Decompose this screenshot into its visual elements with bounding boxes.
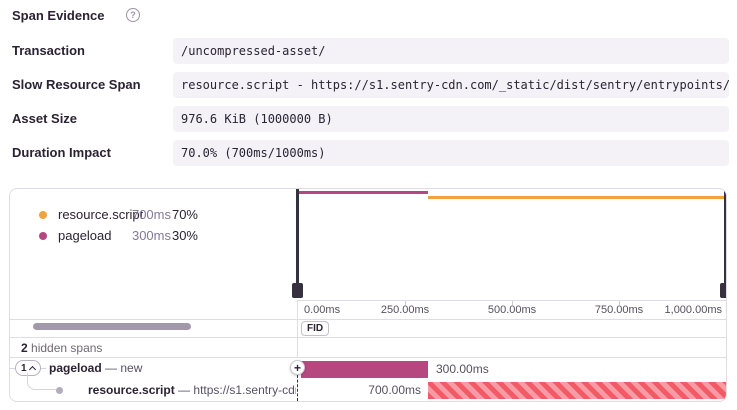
- field-value-duration-impact: 70.0% (700ms/1000ms): [173, 140, 729, 166]
- span-row-pageload[interactable]: pageload — new: [49, 361, 143, 375]
- hidden-spans-row: 2 hidden spans: [10, 337, 726, 358]
- axis-tick-mark: [512, 301, 513, 305]
- span-duration-pageload: 300.00ms: [436, 362, 489, 376]
- axis-tick-label: 0.00ms: [304, 304, 341, 316]
- time-axis: 0.00ms 250.00ms 500.00ms 750.00ms 1,000.…: [297, 300, 726, 319]
- legend-duration: 300ms: [131, 228, 171, 243]
- children-count: 1: [21, 362, 27, 374]
- minimap-right-handle-line[interactable]: [724, 189, 726, 298]
- legend-name: resource.script: [58, 207, 144, 222]
- field-label-transaction: Transaction: [12, 43, 85, 58]
- divider-line: [10, 319, 726, 320]
- axis-tick-label: 500.00ms: [487, 304, 537, 316]
- crosshair-divider-handle[interactable]: +: [290, 360, 305, 375]
- minimap-resource-segment: [428, 196, 726, 199]
- tree-connector-line: [27, 373, 57, 390]
- span-row-resource-script[interactable]: resource.script — https://s1.sentry-cdn.…: [88, 383, 296, 397]
- minimap-pageload-segment: [299, 191, 428, 194]
- help-icon[interactable]: ?: [126, 8, 140, 22]
- connector-line: [10, 368, 15, 369]
- legend-percent: 70%: [171, 207, 198, 222]
- span-op: pageload: [49, 361, 102, 375]
- field-label-duration-impact: Duration Impact: [12, 145, 111, 160]
- divider-dashed-line: [297, 375, 298, 401]
- connector-line: [41, 368, 46, 369]
- legend-item-pageload: pageload 300ms 30%: [33, 228, 297, 244]
- legend-name: pageload: [58, 228, 112, 243]
- chevron-up-icon: [28, 365, 36, 373]
- span-waterfall-panel: resource.script 700ms 70% pageload 300ms…: [9, 188, 727, 402]
- field-value-slow-resource-span: resource.script - https://s1.sentry-cdn.…: [173, 72, 729, 98]
- span-bar-pageload[interactable]: [301, 361, 428, 378]
- page-title: Span Evidence: [12, 8, 105, 23]
- minimap-left-handle-line[interactable]: [296, 189, 299, 298]
- axis-tick-mark: [619, 301, 620, 305]
- span-op: resource.script: [88, 383, 175, 397]
- legend-dot-pageload: [39, 232, 47, 240]
- panel-vertical-divider: [297, 300, 298, 358]
- minimap-right-handle-grip[interactable]: [720, 283, 726, 298]
- field-label-slow-resource-span: Slow Resource Span: [12, 77, 141, 92]
- fid-marker-badge: FID: [301, 321, 330, 336]
- legend-dot-resource-script: [39, 211, 47, 219]
- axis-tick-label: 250.00ms: [380, 304, 430, 316]
- axis-tick-label: 750.00ms: [594, 304, 644, 316]
- span-dot-icon: [56, 387, 63, 394]
- horizontal-scrollbar[interactable]: [33, 323, 191, 330]
- field-value-asset-size: 976.6 KiB (1000000 B): [173, 106, 729, 132]
- field-value-transaction: /uncompressed-asset/: [173, 38, 729, 64]
- hidden-spans-text: 2 hidden spans: [21, 341, 103, 355]
- field-label-asset-size: Asset Size: [12, 111, 78, 126]
- span-bar-resource-script-hatched[interactable]: [428, 382, 726, 399]
- legend-percent: 30%: [171, 228, 198, 243]
- axis-tick-label: 1,000.00ms: [664, 304, 722, 316]
- axis-tick-mark: [405, 301, 406, 305]
- span-duration-resource-script: 700.00ms: [368, 383, 421, 397]
- legend-duration: 700ms: [131, 207, 171, 222]
- legend-item-resource-script: resource.script 700ms 70%: [33, 207, 297, 223]
- minimap-left-handle-grip[interactable]: [292, 283, 303, 298]
